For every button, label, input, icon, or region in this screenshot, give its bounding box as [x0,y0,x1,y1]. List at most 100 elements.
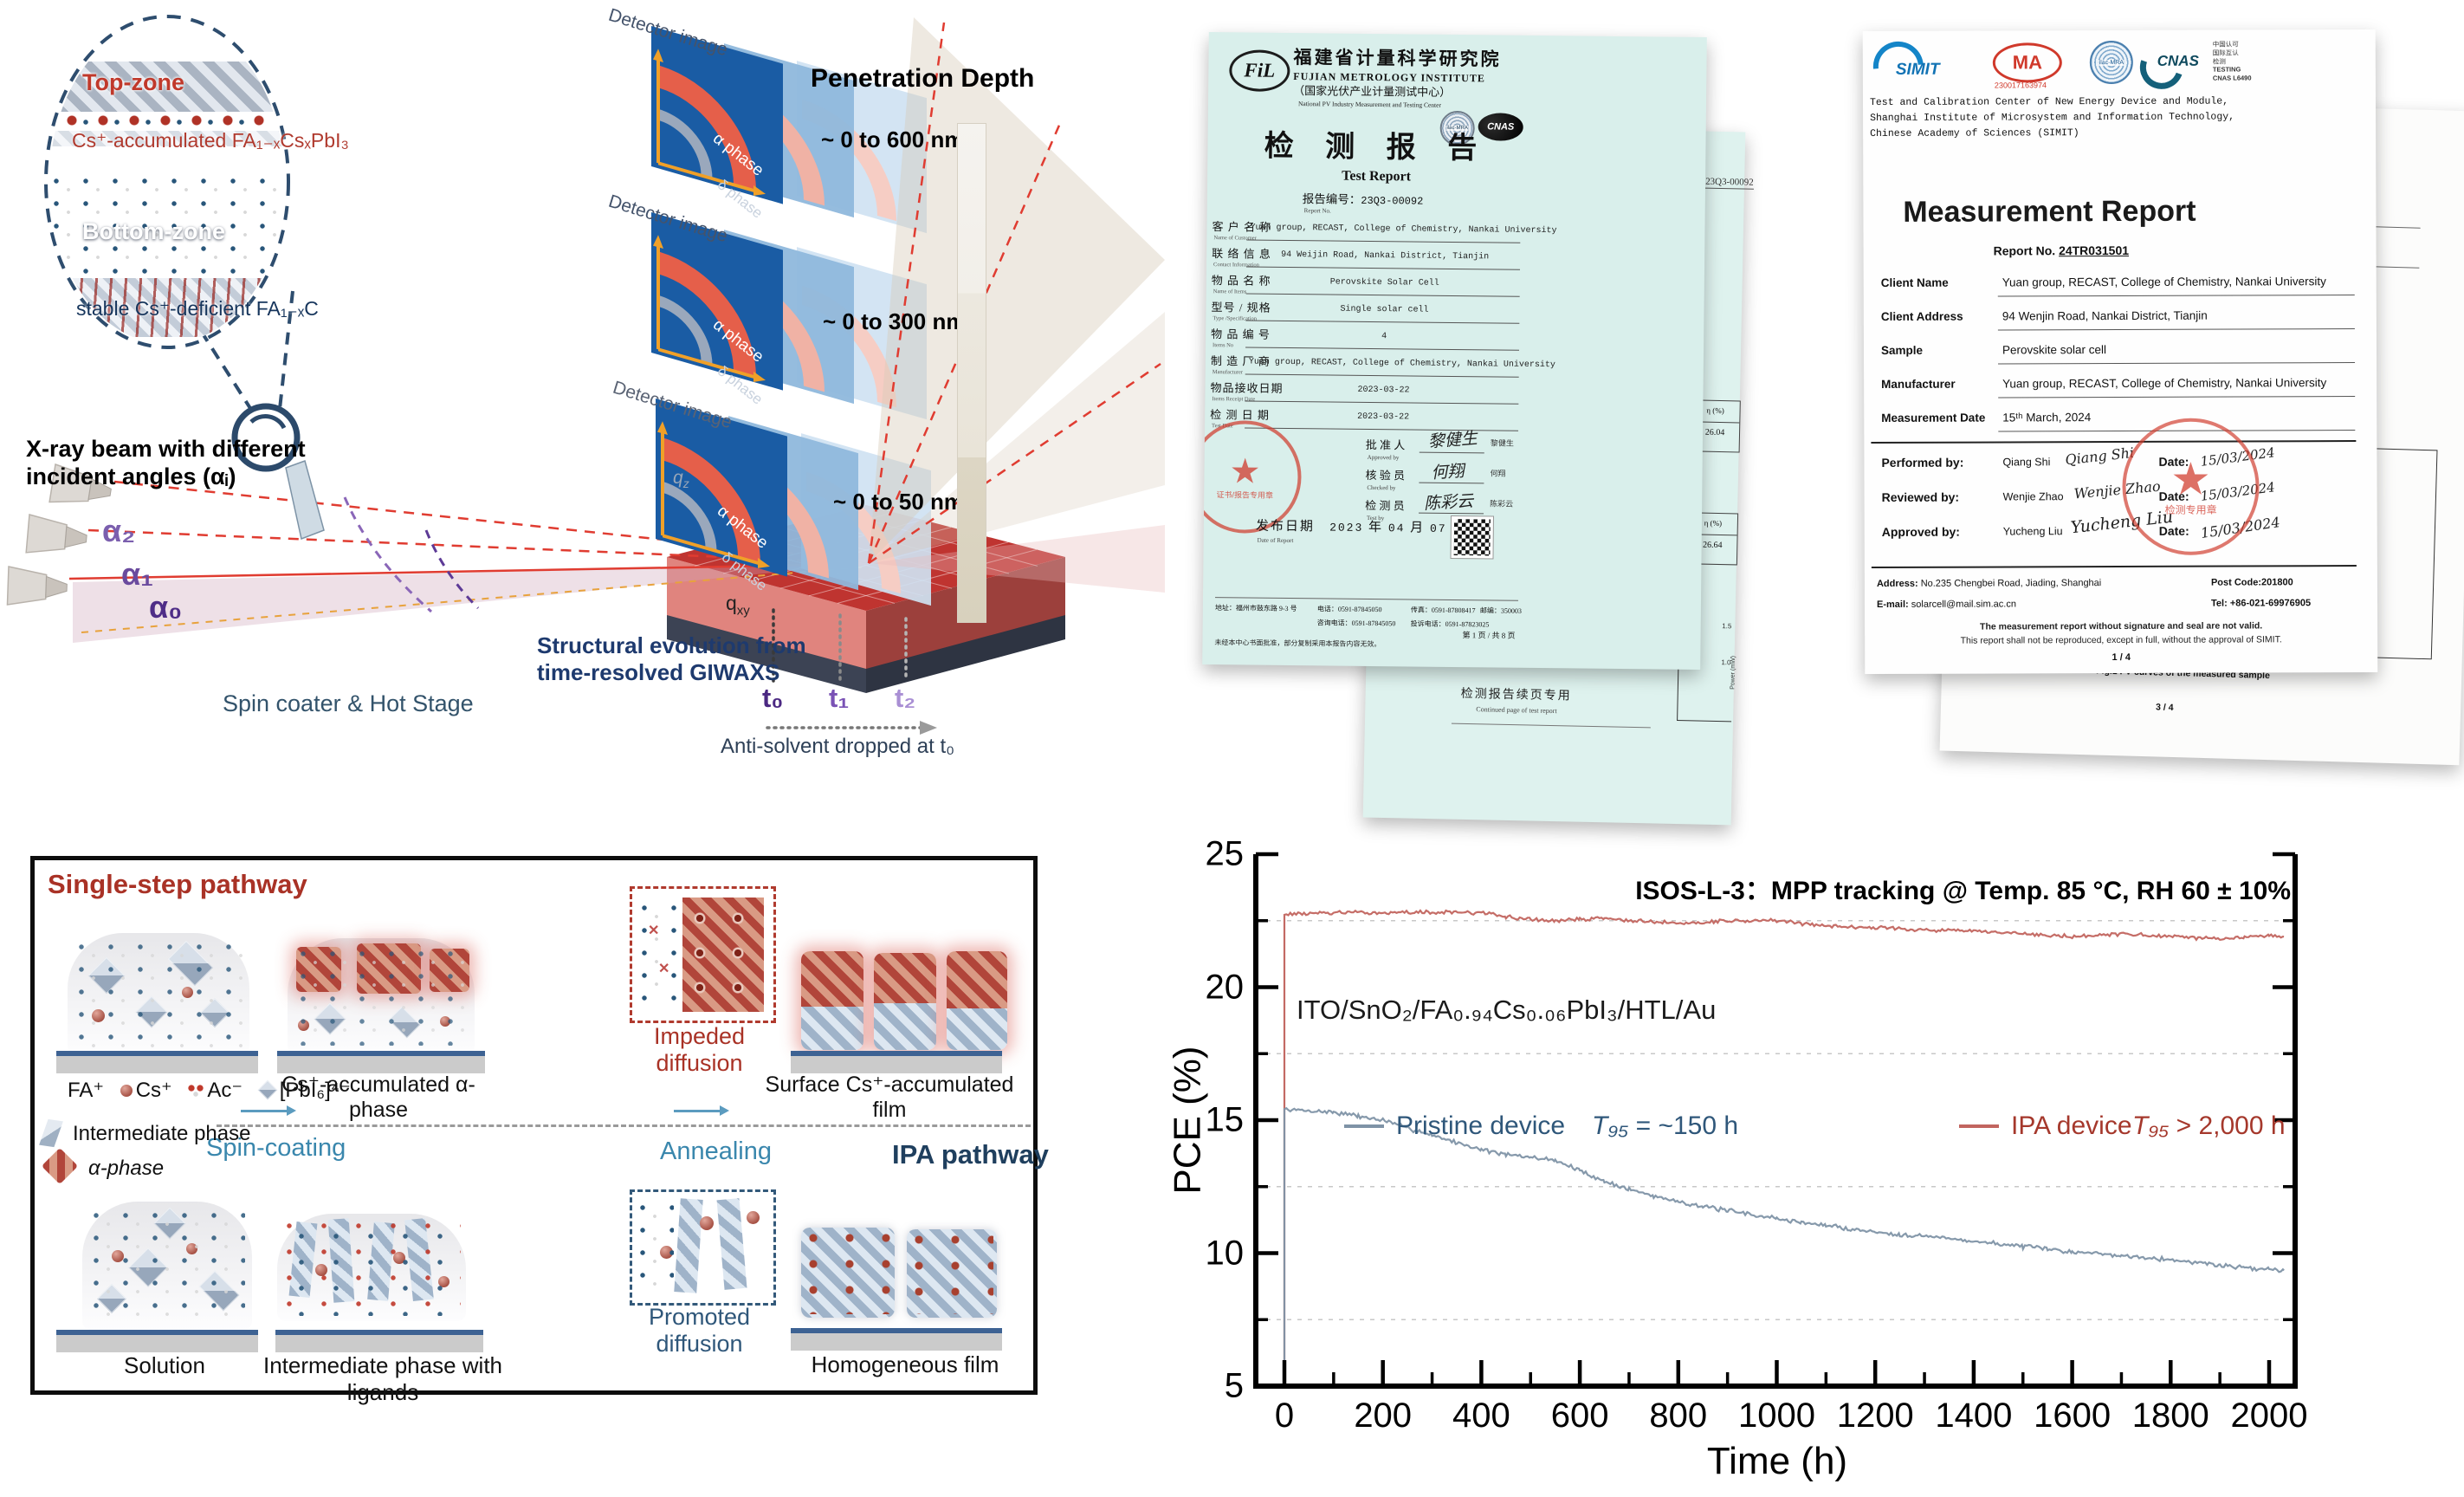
y-tick-label: 15 [1205,1100,1245,1139]
simit-divider-bottom [1871,565,2357,569]
legend-intermediate-label: Intermediate phase [73,1122,251,1145]
fujian-row-value: 2023-03-22 [1357,412,1410,423]
inset-bottom-zone-label: Bottom-zone [82,218,225,244]
cma-number: 230017163974 [1994,81,2047,90]
fujian-row-label-en: Items No [1213,342,1234,349]
ipa-legend-line [1959,1124,1999,1128]
fujian-report-front-page: FiL 福建省计量科学研究院 FUJIAN METROLOGY INSTITUT… [1202,32,1707,670]
x-tick-label: 800 [1649,1397,1708,1435]
substrate-bar [791,1333,1002,1351]
spin-coating-label: Spin-coating [206,1134,346,1162]
ilac-mra-logo-text: ilac-MRA [2098,59,2125,66]
simit-report-no: 24TR031501 [2059,243,2130,258]
x-tick-label: 1600 [2034,1397,2112,1435]
simit-stamp-text: 检测专用章 [2164,503,2217,516]
annealing-label: Annealing [660,1137,772,1165]
alpha1-label: α₁ [121,556,154,592]
fujian-row-value: Yuan group, RECAST, College of Chemistry… [1250,223,1557,237]
legend-cs-label: Cs⁺ [135,1079,172,1102]
simit-row-underline [1998,361,2356,365]
qr-code-icon [1450,515,1495,560]
simit-row-value: Perovskite solar cell [2002,343,2107,357]
x-tick-label: 2000 [2230,1397,2308,1435]
pristine-legend-name: Pristine device [1396,1111,1566,1140]
chart-title: ISOS-L-3：MPP tracking @ Temp. 85 °C, RH … [1635,877,2291,905]
checked-by-en: Checked by [1367,483,1396,492]
blocked-cross-icon: ✕ [648,923,660,938]
fujian-row-underline [1245,373,1519,378]
device-stack-label: ITO/SnO₂/FA₀.₉₄Cs₀.₀₆PbI₃/HTL/Au [1297,995,1717,1025]
simit-row-label: Client Name [1880,275,1949,289]
homo-block [907,1229,997,1318]
simit-row-label: Measurement Date [1881,411,1986,424]
reviewed-by-label: Reviewed by: [1881,489,1960,504]
simit-rows: Client Name Yuan group, RECAST, College o… [1863,29,2376,432]
cs-ion-row [63,113,269,127]
simit-email: E-mail: solarcell@mail.sim.ac.cn [1877,599,2016,610]
fujian-row-underline [1245,292,1520,297]
addr-label: Address: [1876,578,1918,589]
simit-page-number: 1 / 4 [2112,651,2131,664]
back-report-no: 23Q3-00092 [1704,176,1754,190]
x-tick-label: 1800 [2131,1397,2209,1435]
simit-note1: The measurement report without signature… [1980,620,2263,632]
side-line-2: 国际互认 [2212,49,2239,57]
cs-ion-icon [700,1216,714,1230]
y-tick-label: 25 [1205,834,1245,873]
simit-report-front-page: SIMIT MA 230017163974 ilac-MRA CNAS 中国认可… [1862,29,2378,675]
film-top-red [801,951,863,1007]
date-label-cn: 发布日期 [1255,519,1315,535]
cnas-swoosh-icon [2132,38,2191,97]
cs-accumulated-caption: Cs⁺-accumulated α-phase [281,1073,475,1122]
addr-value: No.235 Chengbei Road, Jiading, Shanghai [1920,578,2102,589]
intermediate-column [674,1198,703,1293]
intermediate-column [716,1198,747,1290]
simit-row-label: Client Address [1880,309,1963,323]
cma-logo-icon: MA [1992,42,2062,83]
substrate-line [791,1051,1002,1056]
footer-divider [1214,597,1518,601]
simit-report-no-line: Report No. 24TR031501 [1994,243,2129,258]
depth-300-label: ~ 0 to 300 nm [823,308,967,334]
approved-printed-name: 黎健生 [1490,438,1514,448]
arrowhead-icon [287,1105,296,1116]
approved-by-label: Approved by: [1881,524,1960,539]
fujian-org-cn: 福建省计量科学研究院 [1293,47,1502,70]
fujian-row-value: Single solar cell [1340,304,1429,315]
simit-row-value: Yuan group, RECAST, College of Chemistry… [2002,275,2326,289]
fujian-stamp-icon: ★ 证书/报告专用章 [1202,419,1303,535]
simit-row-value: 15ᵗʰ March, 2024 [2002,411,2092,424]
ion-speckles [74,940,243,1047]
ipa-t95-val: > 2,000 h [2169,1111,2286,1140]
t2-label: t₂ [895,683,916,713]
simit-divider-top [1871,440,2357,444]
test-report-title-cn: 检 测 报 告 [1264,130,1490,165]
fujian-row-value: Perovskite Solar Cell [1329,277,1439,288]
simit-org-line2: Shanghai Institute of Microsystem and In… [1870,111,2235,125]
single-step-title: Single-step pathway [48,869,307,899]
email-label: E-mail: [1876,599,1909,610]
ipa-t95: T₉₅ [2132,1111,2170,1140]
report-no-en: Report No. [1303,207,1331,215]
promoted-diffusion-box [630,1189,776,1306]
report-no-line: 报告编号：23Q3-00092 [1303,192,1424,208]
checked-signature: 何翔 [1430,461,1465,483]
fa-ions [637,901,679,1005]
detector-image-label-3: Detector image [610,377,734,433]
blocked-cross-icon: ✕ [658,962,670,976]
t1-label: t₁ [829,683,850,713]
cs-ion-icon [747,1211,760,1224]
legend-alpha-label: α-phase [88,1157,165,1180]
film-top-red [947,951,1007,1009]
test-report-title-en: Test Report [1342,168,1412,185]
arrowhead-icon [720,1105,729,1116]
homogeneous-caption: Homogeneous film [811,1351,999,1377]
fujian-sub-en: National PV Industry Measurement and Tes… [1297,100,1442,109]
depth-50-label: ~ 0 to 50 nm [833,489,964,515]
simit-org-line3: Chinese Academy of Sciences (SIMIT) [1870,127,2079,140]
simit-row-underline [1998,395,2356,399]
ipa-legend-name: IPA device [2011,1111,2132,1140]
simit-logo-icon: SIMIT [1863,31,1967,102]
footer-addr: 地址：福州市鼓东路 9-3 号 [1214,604,1297,613]
pristine-legend-value: T₉₅ = ~150 h [1592,1111,1738,1142]
